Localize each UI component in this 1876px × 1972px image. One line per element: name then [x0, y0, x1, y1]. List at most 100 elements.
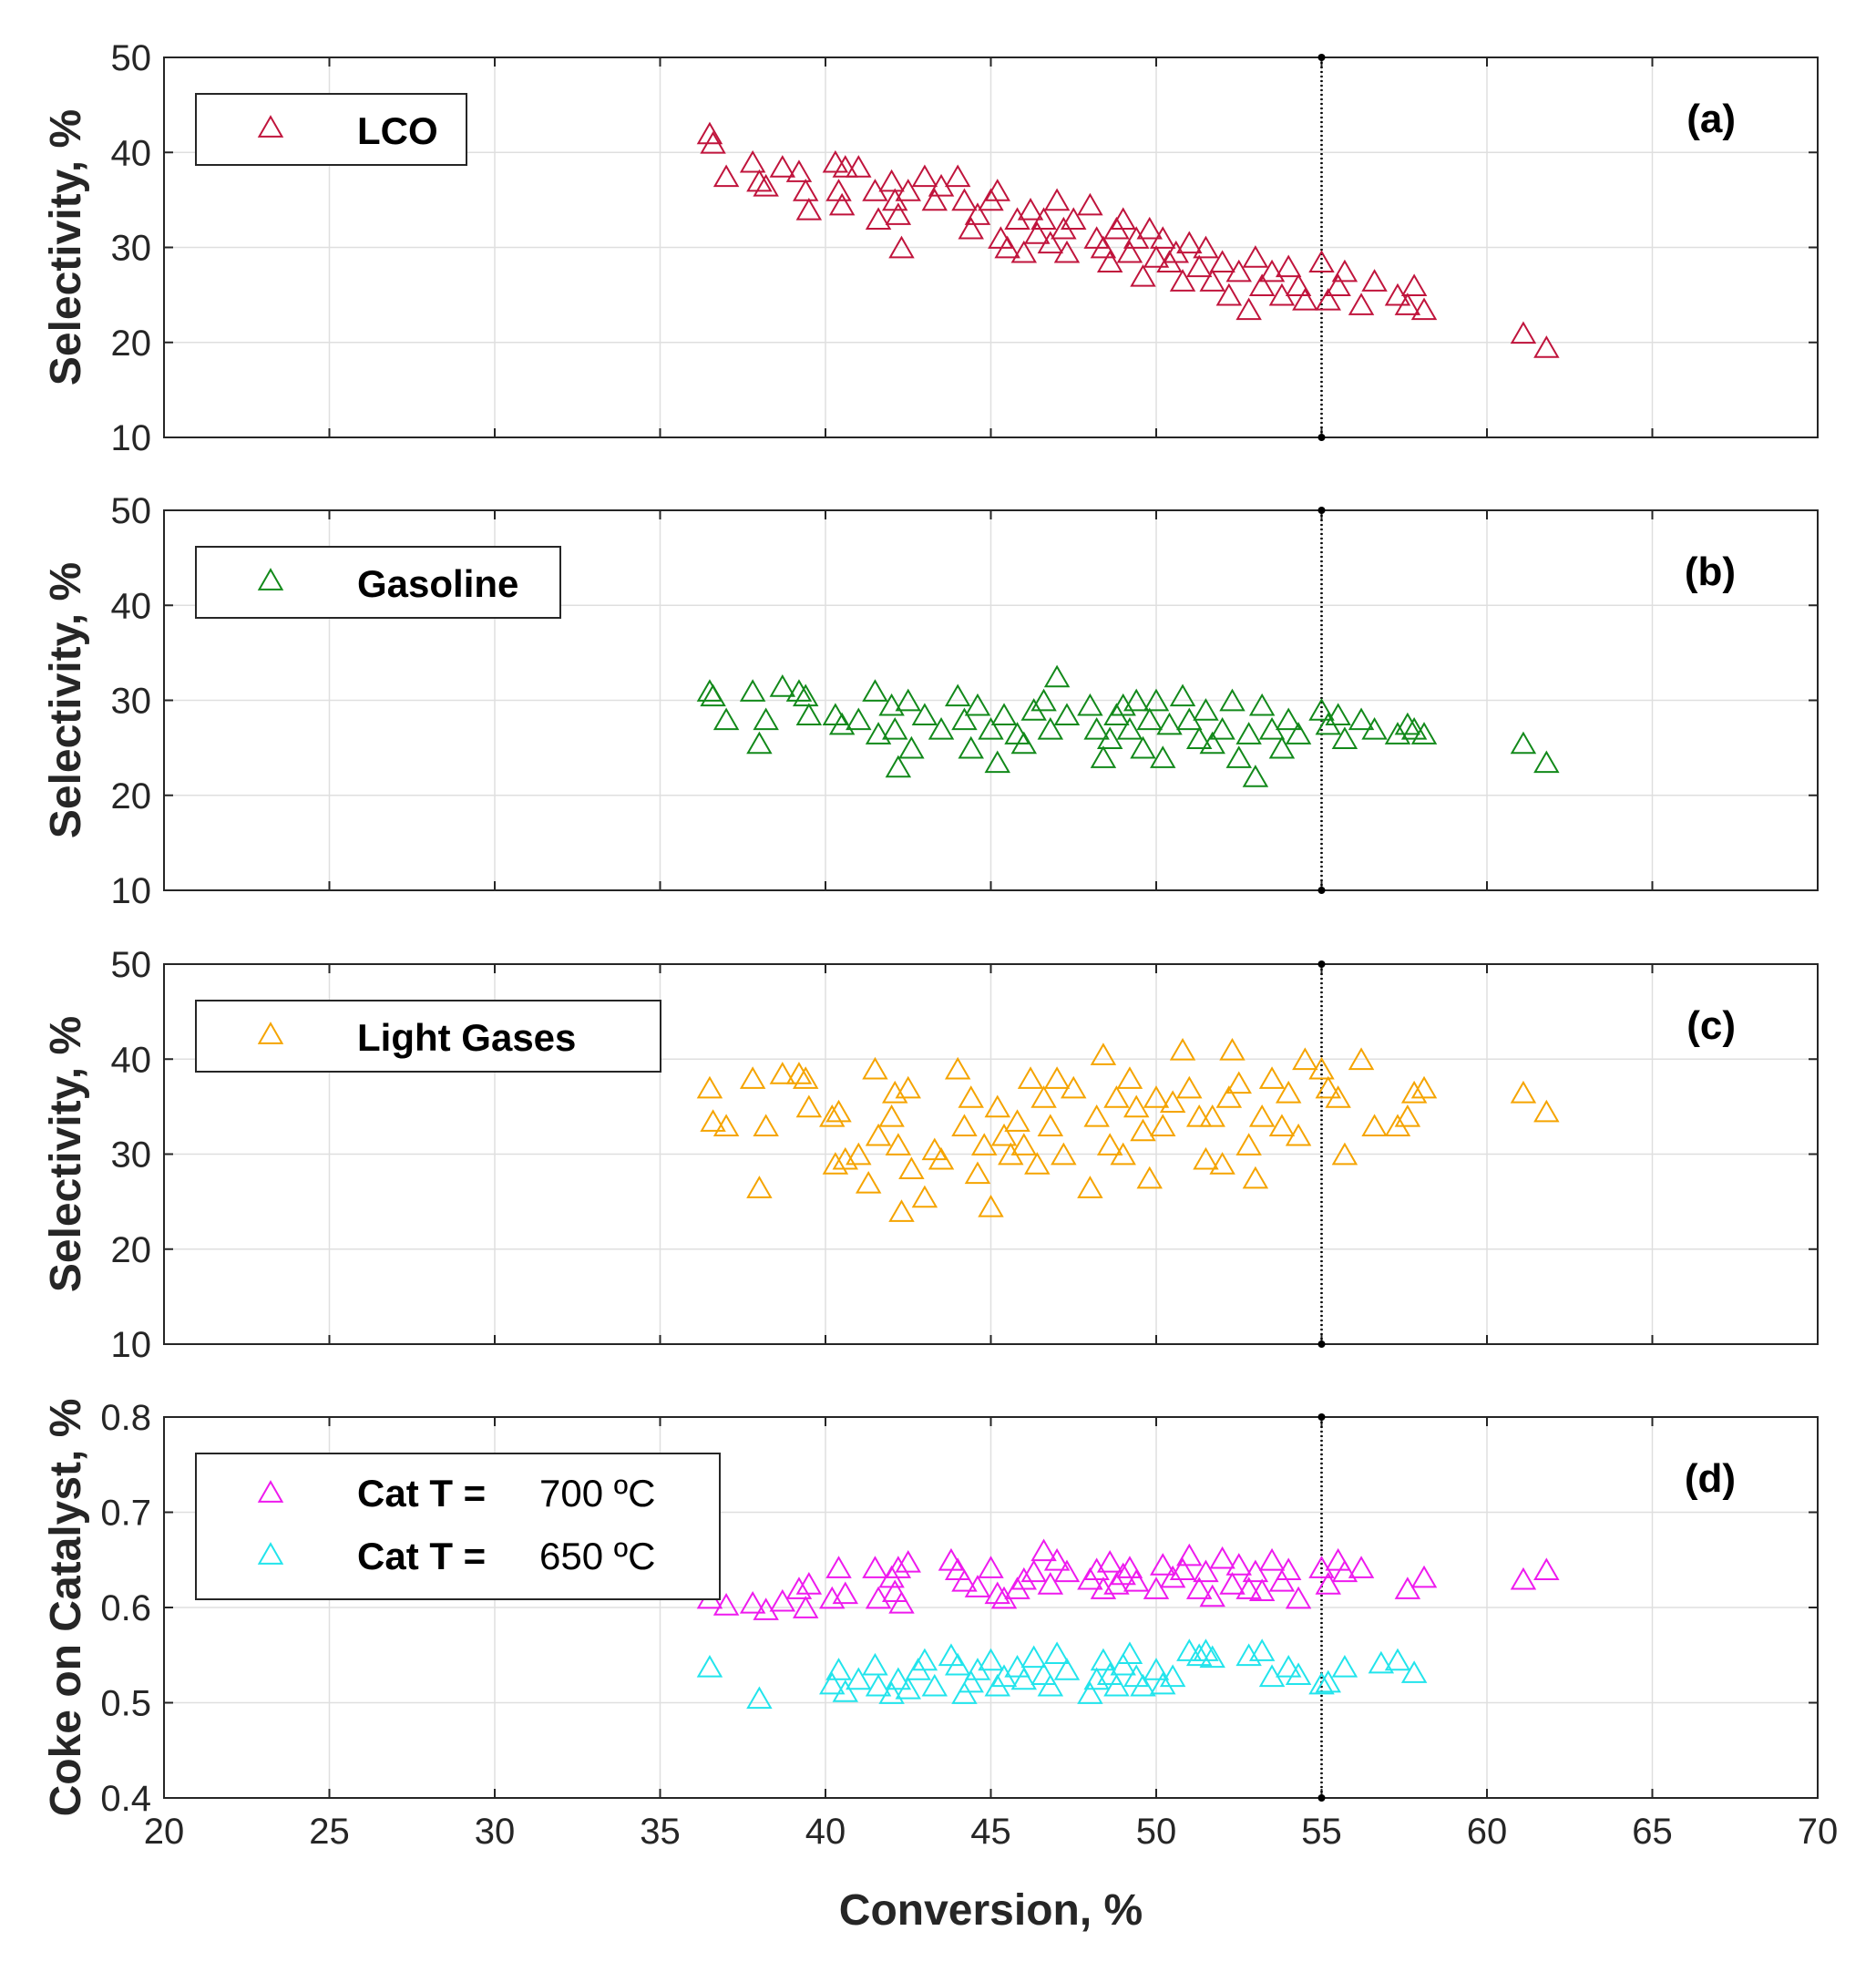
- panel-d-legend: Cat T = 700 ºC Cat T = 650 ºC: [195, 1453, 721, 1600]
- panel-c-reference-line-cap-bottom: [1317, 1340, 1326, 1348]
- panel-c-series-0-point-55: [1143, 1085, 1170, 1108]
- panel-d-series-1-point-52: [1331, 1654, 1358, 1678]
- panel-c-series-0-point-41: [1037, 1114, 1064, 1137]
- panel-b-series-0-point-2: [712, 707, 740, 731]
- panel-b-series-0-point-15: [878, 693, 905, 716]
- panel-a-series-0-point-13: [832, 155, 859, 178]
- panel-d-ytick-label-0.6: 0.6: [100, 1588, 151, 1628]
- panel-b-series-0-point-43: [1123, 688, 1150, 712]
- panel-b-points: [696, 664, 1560, 787]
- panel-a-series-0-point-16: [865, 207, 892, 231]
- panel-b-series-0-point-4: [746, 731, 773, 755]
- panel-c-series-0-point-23: [898, 1156, 925, 1179]
- x-tick-labels: 20 25 30 35 40 45 50 55 60 65 70: [144, 1812, 1839, 1852]
- panel-d-series-0-point-64: [1410, 1565, 1438, 1588]
- panel-a-series-0-point-60: [1193, 235, 1219, 259]
- panel-d-series-0-point-51: [1235, 1577, 1262, 1599]
- panel-d-series-0-point-40: [1143, 1577, 1170, 1599]
- panel-a-series-0-point-41: [1053, 240, 1081, 263]
- panel-a-series-0-point-35: [1017, 197, 1044, 221]
- panel-c-series-0-point-36: [1004, 1109, 1030, 1132]
- panel-c-series-0-point-68: [1242, 1166, 1269, 1189]
- panel-d-series-0-point-28: [1030, 1538, 1057, 1562]
- panel-a-series-0-point-72: [1292, 288, 1318, 311]
- panel-d-series-1-point-29: [1077, 1681, 1103, 1704]
- panel-d-series-1-point-41: [1176, 1638, 1203, 1661]
- panel-d-points: [696, 1538, 1560, 1710]
- panel-a-series-0-point-36: [1024, 221, 1051, 244]
- panel-d-series-0-point-41: [1150, 1553, 1176, 1576]
- panel-d-series-1-point-19: [978, 1648, 1004, 1671]
- panel-c-axes-frame: [163, 963, 1819, 1345]
- panel-d-series-1-point-1: [746, 1686, 773, 1710]
- panel-b-series-0-point-71: [1394, 712, 1421, 735]
- panel-a-series-0-point-9: [795, 197, 823, 221]
- panel-a-tag: (a): [1686, 97, 1736, 141]
- panel-a-series-0-point-34: [1010, 240, 1038, 263]
- panel-d-series-1-point-38: [1143, 1658, 1170, 1680]
- panel-b-series-0-point-55: [1219, 688, 1246, 712]
- panel-a-series-0-point-17: [878, 169, 905, 192]
- panel-d-series-0-point-17: [895, 1550, 921, 1573]
- panel-b-series-0-point-16: [881, 716, 908, 740]
- panel-b-series-0-point-58: [1242, 765, 1269, 787]
- panel-b-series-0-point-66: [1325, 703, 1351, 725]
- panel-d-series-1-point-8: [878, 1681, 905, 1704]
- panel-a-series-0-point-7: [785, 159, 813, 182]
- panel-c-series-0-point-16: [862, 1056, 888, 1080]
- panel-d-series-0-point-46: [1193, 1559, 1219, 1583]
- panel-b-series-0-point-75: [1533, 750, 1560, 774]
- panel-d-legend-value-650: 650 ºC: [539, 1535, 655, 1577]
- panel-d-series-0-point-50: [1225, 1553, 1252, 1576]
- panel-a-points: [696, 121, 1560, 358]
- panel-c-legend: Light Gases: [195, 1000, 661, 1073]
- panel-a-series-0-point-25: [944, 164, 971, 188]
- panel-a-series-0-point-83: [1510, 321, 1537, 344]
- panel-d-series-0-point-26: [1010, 1566, 1038, 1590]
- panel-c-series-0-point-40: [1030, 1085, 1057, 1108]
- panel-c-series-0-point-80: [1361, 1114, 1388, 1137]
- xtick-label-25: 25: [309, 1812, 350, 1852]
- panel-b-series-0-point-48: [1156, 712, 1183, 735]
- panel-c-series-0-point-46: [1083, 1104, 1110, 1127]
- panel-b-series-0-point-56: [1225, 745, 1252, 768]
- panel-c-series-0-point-29: [958, 1085, 984, 1108]
- panel-c-ytick-label-30: 30: [111, 1135, 152, 1176]
- panel-b-series-0-point-52: [1193, 698, 1219, 721]
- panel-b-series-0-point-39: [1096, 726, 1123, 750]
- panel-c-series-0-point-43: [1051, 1142, 1077, 1166]
- panel-c-series-0-point-18: [878, 1104, 905, 1127]
- panel-d-ytick-label-0.7: 0.7: [100, 1494, 151, 1534]
- panel-d-series-1-point-49: [1285, 1662, 1312, 1685]
- xtick-label-50: 50: [1136, 1812, 1177, 1852]
- panel-c-series-0-point-75: [1308, 1056, 1335, 1080]
- panel-d-series-1-point-42: [1185, 1643, 1213, 1667]
- panel-d: 0.4 0.5 0.6 0.7 0.8 20 25 30 35 40 45 50 55 60 65 70 C…: [42, 1398, 1838, 1935]
- panel-c-ytick-label-50: 50: [111, 945, 152, 985]
- panel-d-series-0-point-33: [1083, 1557, 1110, 1581]
- panel-c-series-0-point-51: [1116, 1066, 1143, 1089]
- panel-b-series-0-point-46: [1143, 688, 1170, 712]
- panel-c-series-0-point-71: [1268, 1114, 1296, 1137]
- xtick-label-20: 20: [144, 1812, 185, 1852]
- panel-b-series-0-point-18: [895, 688, 921, 712]
- panel-c-series-0-point-20: [885, 1133, 912, 1155]
- panel-a-series-0-point-75: [1325, 273, 1351, 297]
- panel-b-series-0-point-36: [1077, 693, 1103, 716]
- panel-d-series-1-point-24: [1020, 1645, 1047, 1669]
- panel-b-series-0-point-69: [1361, 716, 1388, 740]
- panel-c-series-0-point-70: [1258, 1066, 1286, 1089]
- panel-c: 10 20 30 40 50 Selectivity, % (c) Light Gase…: [42, 945, 1819, 1365]
- panel-b-legend: Gasoline: [195, 546, 561, 619]
- panel-c-ytick-label-10: 10: [111, 1325, 152, 1365]
- panel-d-series-1-point-10: [895, 1677, 921, 1700]
- panel-c-series-0-point-14: [846, 1142, 872, 1166]
- panel-d-series-1-point-54: [1384, 1648, 1411, 1671]
- panel-b-series-0-point-53: [1199, 731, 1225, 755]
- panel-d-legend-label-700: Cat T =: [357, 1472, 486, 1515]
- panel-b-series-0-point-27: [984, 750, 1010, 774]
- panel-d-series-0-point-18: [938, 1547, 965, 1571]
- panel-d-legend-label-650: Cat T =: [357, 1535, 486, 1577]
- panel-b-ytick-label-20: 20: [111, 776, 152, 817]
- panel-d-series-1-point-14: [938, 1643, 965, 1667]
